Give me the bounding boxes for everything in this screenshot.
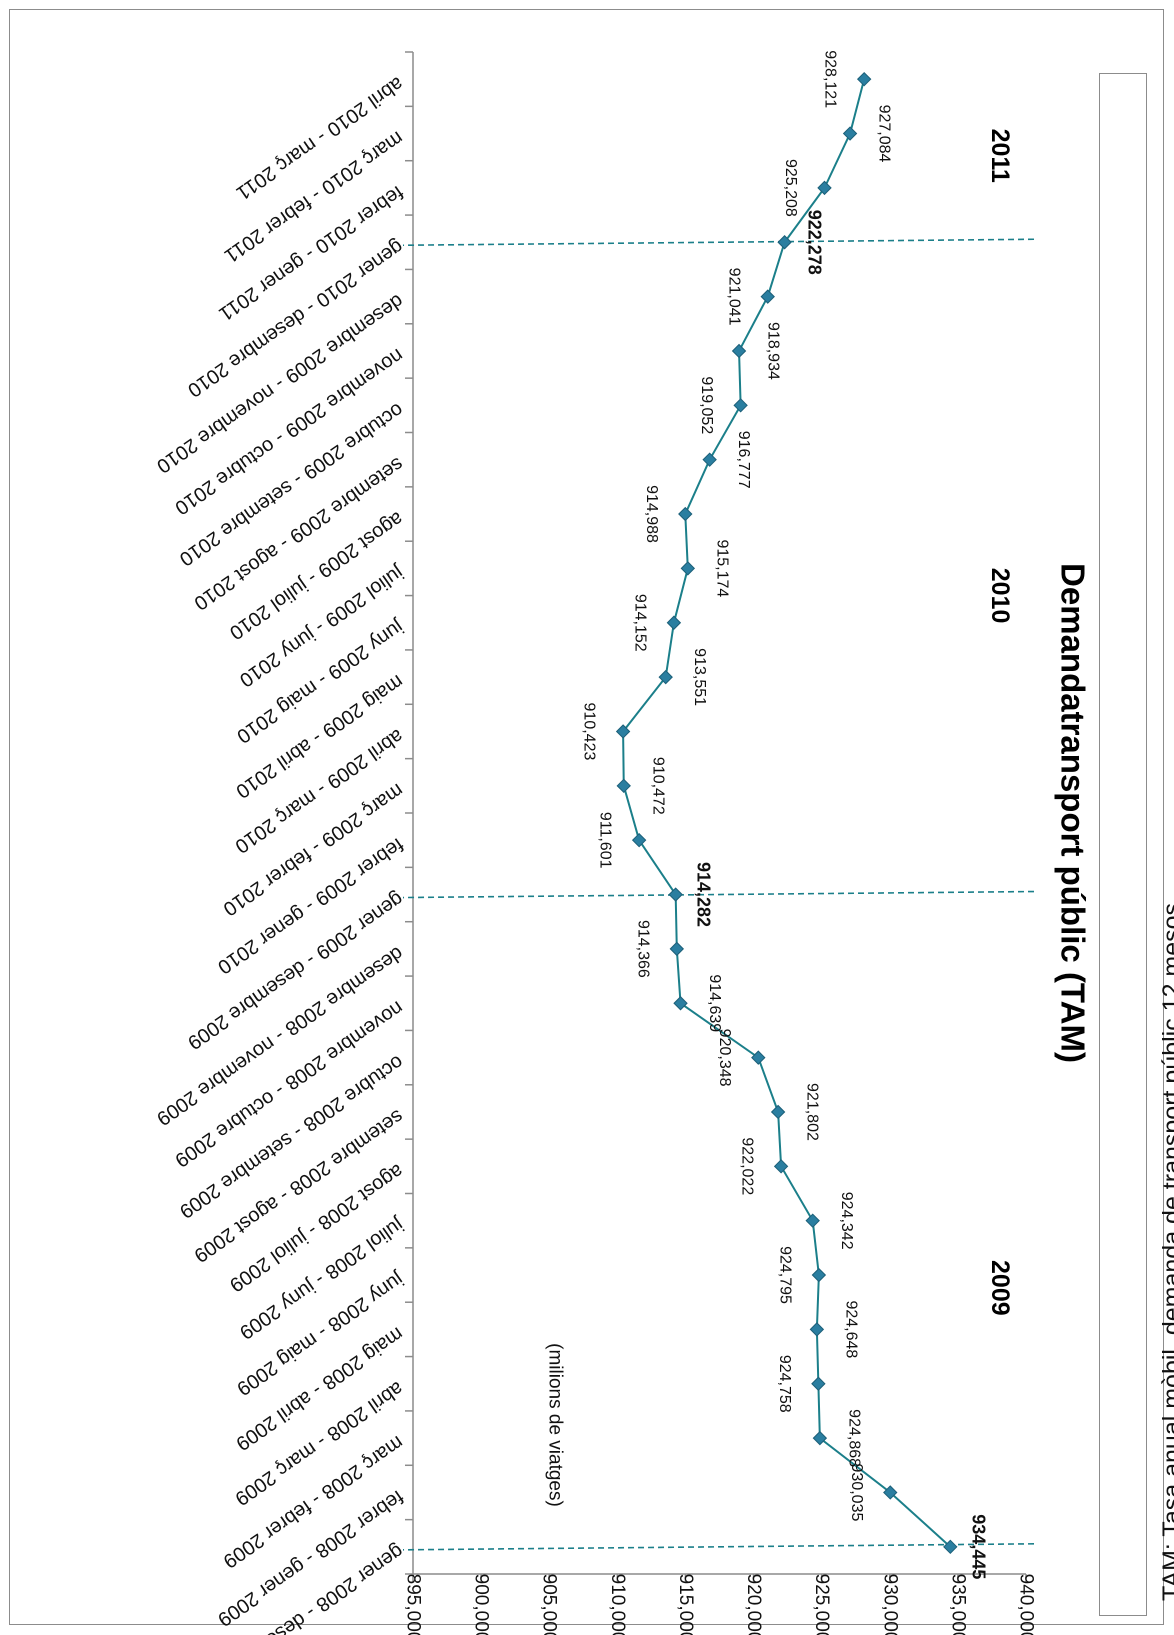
data-label: 924,648 — [842, 1300, 859, 1358]
y-tick-label: 930,000 — [879, 1574, 900, 1635]
data-label: 924,868 — [845, 1409, 862, 1467]
data-point — [817, 180, 832, 196]
data-point — [731, 343, 747, 359]
data-label: 916,777 — [735, 431, 752, 489]
data-label: 919,052 — [698, 376, 715, 434]
data-label: 914,639 — [706, 974, 723, 1032]
data-label: 928,121 — [822, 50, 839, 108]
y-tick-label: 915,000 — [675, 1574, 696, 1635]
data-label: 922,022 — [739, 1137, 756, 1195]
data-label: 924,795 — [776, 1246, 793, 1304]
data-label: 927,084 — [876, 105, 893, 163]
data-point — [777, 235, 792, 250]
footnote: TAM: Tasa anual mòbil, demanda de transp… — [1157, 902, 1174, 1601]
year-divider — [402, 1543, 1035, 1551]
y-tick-label: 935,000 — [947, 1574, 968, 1635]
data-point — [812, 1430, 828, 1446]
chart-title: Demandatransport públic (TAM) — [1055, 563, 1092, 1063]
data-point — [883, 1485, 898, 1500]
data-point — [668, 887, 683, 902]
data-point — [669, 941, 685, 957]
data-point — [856, 71, 872, 87]
data-label: 920,348 — [716, 1029, 733, 1087]
data-label: 921,041 — [725, 268, 742, 326]
data-point — [811, 1267, 827, 1283]
data-label: 914,282 — [694, 862, 714, 927]
year-label: 2010 — [986, 568, 1014, 624]
data-label: 921,802 — [804, 1083, 821, 1141]
data-point — [809, 1322, 825, 1337]
x-tick-label: gener 2008 - desembre 2008 — [183, 1540, 407, 1635]
data-label: 911,601 — [597, 812, 614, 869]
data-label: 914,988 — [643, 485, 660, 543]
data-point — [811, 1376, 826, 1391]
y-tick-label: 925,000 — [811, 1574, 832, 1635]
data-point — [673, 996, 688, 1011]
data-label: 918,934 — [765, 322, 782, 380]
year-label: 2011 — [986, 129, 1014, 183]
data-label: 915,174 — [713, 539, 730, 597]
data-label: 914,366 — [634, 920, 651, 978]
data-point — [680, 561, 696, 576]
y-tick-label: 920,000 — [743, 1574, 764, 1635]
data-point — [616, 778, 631, 794]
data-point — [842, 126, 858, 141]
data-point — [805, 1213, 820, 1228]
year-label: 2009 — [986, 1260, 1014, 1316]
data-point — [631, 832, 647, 848]
data-point — [702, 452, 717, 467]
y-tick-label: 905,000 — [539, 1574, 560, 1635]
chart-frame — [9, 9, 1164, 1625]
y-tick-label: 900,000 — [471, 1574, 492, 1635]
data-label: 930,035 — [848, 1464, 865, 1522]
data-label: 934,445 — [968, 1514, 988, 1579]
series-line — [622, 78, 951, 1548]
data-label: 910,472 — [649, 757, 666, 815]
data-point — [678, 506, 693, 522]
data-label: 924,758 — [776, 1355, 793, 1413]
plot-area: Demandatransport públic (TAM) (milions de… — [152, 50, 1091, 1635]
data-point — [760, 289, 775, 304]
y-tick-label: 940,000 — [1016, 1574, 1037, 1635]
y-tick-label: 895,000 — [403, 1574, 424, 1635]
data-point — [658, 669, 673, 685]
data-point — [943, 1539, 958, 1555]
data-label: 910,423 — [581, 703, 598, 761]
data-point — [770, 1104, 786, 1120]
data-point — [666, 615, 682, 630]
data-point — [615, 724, 631, 739]
data-point — [751, 1050, 766, 1065]
data-label: 925,208 — [782, 159, 799, 217]
y-tick-label: 910,000 — [607, 1574, 628, 1635]
data-label: 922,278 — [805, 210, 825, 275]
data-label: 924,342 — [838, 1192, 855, 1250]
y-axis-label: (milions de viatges) — [545, 1343, 566, 1507]
year-divider — [402, 238, 1035, 247]
data-point — [733, 398, 748, 413]
data-label: 914,152 — [631, 594, 648, 652]
data-point — [773, 1159, 789, 1174]
data-label: 913,551 — [691, 648, 708, 706]
year-divider — [402, 890, 1035, 899]
footnote-box: TAM: Tasa anual mòbil, demanda de transp… — [1099, 73, 1174, 1616]
